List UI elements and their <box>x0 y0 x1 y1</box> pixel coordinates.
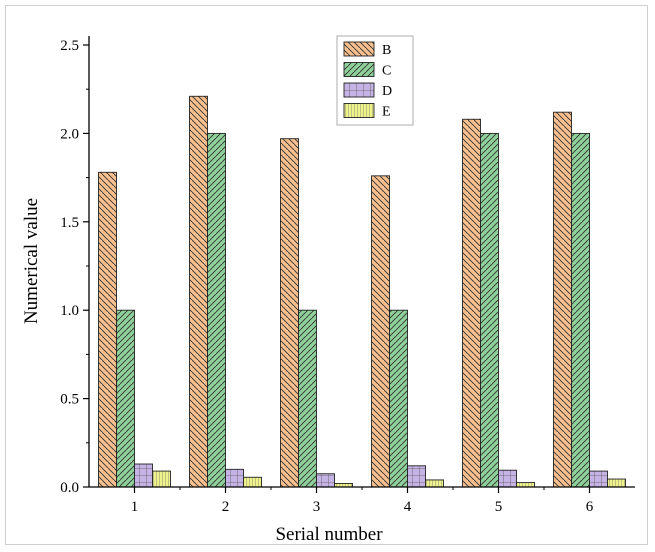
legend-swatch-E <box>343 103 375 118</box>
bar-C-6 <box>571 132 590 488</box>
bar-E-6 <box>607 478 626 488</box>
x-axis-label: Serial number <box>275 524 383 545</box>
legend-label-C: C <box>382 64 391 79</box>
legend-label-D: D <box>382 84 392 99</box>
bar-D-6 <box>589 470 608 488</box>
legend-label-E: E <box>382 105 391 120</box>
legend-swatch-C <box>343 62 375 77</box>
bar-C-2 <box>207 132 226 488</box>
bar-C-3 <box>298 309 317 488</box>
x-tick-label: 3 <box>313 499 321 515</box>
x-tick-label: 4 <box>404 499 412 515</box>
x-tick-label: 6 <box>586 499 594 515</box>
y-ticks: 0.0 0.5 1.0 1.5 2.0 2.5 <box>60 38 89 496</box>
bar-B-1 <box>98 171 117 488</box>
y-tick-label: 0.0 <box>60 480 79 496</box>
y-axis-label: Numerical value <box>21 198 42 324</box>
bar-E-2 <box>243 476 262 488</box>
bar-E-4 <box>425 479 444 488</box>
y-tick-label: 0.5 <box>60 392 79 408</box>
bar-B-5 <box>462 118 481 488</box>
bar-E-5 <box>516 482 535 488</box>
bar-C-5 <box>480 132 499 488</box>
bar-C-4 <box>389 309 408 488</box>
y-tick-label: 1.5 <box>60 215 79 231</box>
bar-D-3 <box>316 473 335 488</box>
x-tick-label: 2 <box>222 499 230 515</box>
bar-D-5 <box>498 469 517 488</box>
x-ticks: 1 2 3 4 5 6 <box>131 487 594 515</box>
bar-E-1 <box>152 470 171 488</box>
legend-label-B: B <box>382 43 391 58</box>
legend-swatch-B <box>343 41 375 57</box>
bar-B-2 <box>189 95 208 488</box>
x-tick-label: 5 <box>495 499 503 515</box>
x-tick-label: 1 <box>131 499 139 515</box>
bar-B-6 <box>553 111 572 488</box>
bar-D-4 <box>407 465 426 488</box>
bar-B-3 <box>280 138 299 488</box>
bar-B-4 <box>371 175 390 488</box>
bar-D-2 <box>225 468 244 488</box>
legend-swatch-D <box>343 82 375 98</box>
y-tick-label: 2.0 <box>60 126 79 142</box>
y-tick-label: 2.5 <box>60 38 79 54</box>
y-tick-label: 1.0 <box>60 303 79 319</box>
bars-layer <box>98 95 626 488</box>
bar-C-1 <box>116 309 135 488</box>
bar-D-1 <box>134 463 153 488</box>
